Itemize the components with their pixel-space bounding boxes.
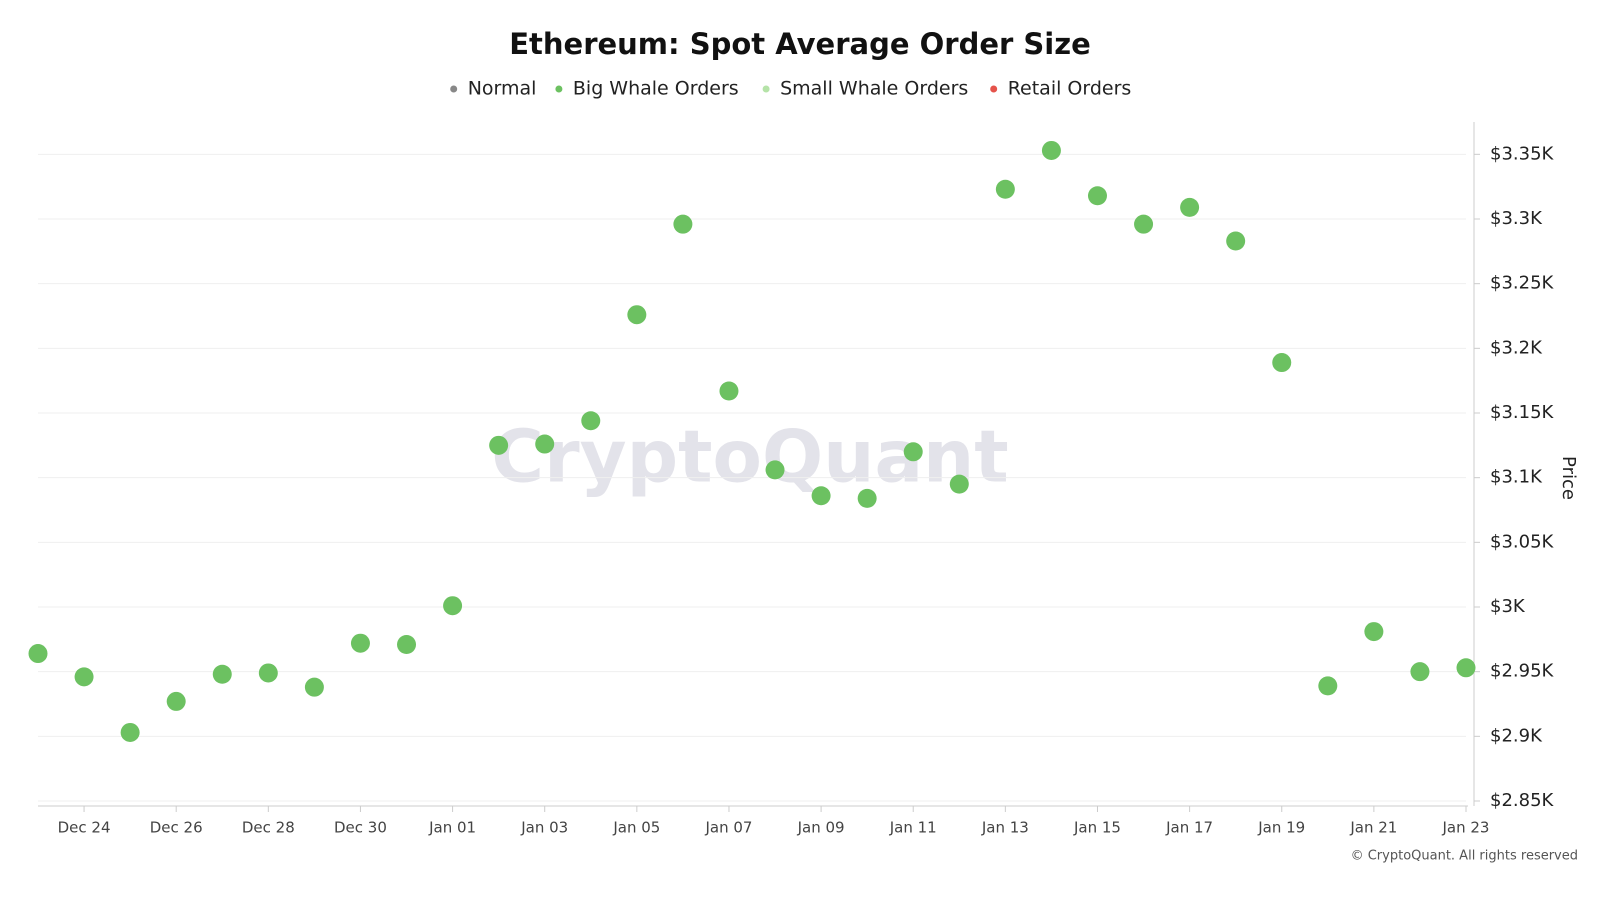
y-tick-label: $2.95K xyxy=(1490,661,1555,682)
y-tick-label: $3.3K xyxy=(1490,208,1543,229)
point xyxy=(74,667,94,687)
point xyxy=(1087,186,1107,206)
watermark: CryptoQuant xyxy=(491,415,1008,499)
point xyxy=(1180,197,1200,217)
y-tick-label: $3.1K xyxy=(1490,467,1543,488)
x-tick-label: Dec 26 xyxy=(150,819,203,837)
x-tick-label: Jan 07 xyxy=(704,819,752,837)
x-tick-label: Jan 11 xyxy=(889,819,937,837)
point xyxy=(1456,658,1476,678)
y-tick-label: $2.9K xyxy=(1490,725,1543,746)
point xyxy=(857,488,877,508)
point xyxy=(811,486,831,506)
x-tick-label: Jan 05 xyxy=(612,819,660,837)
point xyxy=(535,434,555,454)
legend-marker xyxy=(990,85,998,93)
point xyxy=(673,214,693,234)
x-tick-label: Jan 01 xyxy=(428,819,476,837)
point xyxy=(28,644,48,664)
point xyxy=(949,474,969,494)
y-tick-label: $3.25K xyxy=(1490,273,1555,294)
y-tick-label: $3.2K xyxy=(1490,337,1543,358)
point xyxy=(304,677,324,697)
chart-title: Ethereum: Spot Average Order Size xyxy=(509,27,1091,61)
point xyxy=(903,442,923,462)
x-tick-label: Dec 30 xyxy=(334,819,387,837)
point xyxy=(719,381,739,401)
x-tick-label: Jan 19 xyxy=(1257,819,1305,837)
x-tick-label: Jan 13 xyxy=(981,819,1029,837)
point xyxy=(1272,353,1292,373)
legend-marker xyxy=(762,85,770,93)
point xyxy=(443,596,463,616)
legend-label: Big Whale Orders xyxy=(573,78,739,100)
y-tick-label: $3K xyxy=(1490,596,1526,617)
point xyxy=(1226,231,1246,251)
legend-label: Small Whale Orders xyxy=(780,78,968,100)
x-tick-label: Jan 21 xyxy=(1349,819,1397,837)
point xyxy=(258,663,278,683)
point xyxy=(1134,214,1154,234)
point xyxy=(212,664,232,684)
legend-label: Normal xyxy=(468,78,537,100)
point xyxy=(1364,622,1384,642)
legend-marker xyxy=(450,85,458,93)
x-tick-label: Jan 15 xyxy=(1073,819,1121,837)
legend-marker xyxy=(555,85,563,93)
x-tick-label: Jan 03 xyxy=(520,819,568,837)
point xyxy=(489,435,509,455)
x-tick-label: Dec 24 xyxy=(58,819,111,837)
point xyxy=(120,722,140,742)
y-axis-label: Price xyxy=(1558,456,1579,500)
x-tick-label: Jan 23 xyxy=(1442,819,1490,837)
point xyxy=(166,691,186,711)
point xyxy=(397,635,417,655)
x-tick-label: Dec 28 xyxy=(242,819,295,837)
x-tick-label: Jan 09 xyxy=(797,819,845,837)
y-tick-label: $3.35K xyxy=(1490,143,1555,164)
point xyxy=(1410,662,1430,682)
point xyxy=(765,460,785,480)
point xyxy=(1041,140,1061,160)
footer: © CryptoQuant. All rights reserved xyxy=(1351,849,1578,864)
point xyxy=(350,633,370,653)
y-tick-label: $3.05K xyxy=(1490,531,1555,552)
y-tick-label: $2.85K xyxy=(1490,790,1555,811)
x-tick-label: Jan 17 xyxy=(1165,819,1213,837)
point xyxy=(581,411,601,431)
point xyxy=(1318,676,1338,696)
point xyxy=(627,305,647,325)
y-tick-label: $3.15K xyxy=(1490,402,1555,423)
legend-label: Retail Orders xyxy=(1008,78,1132,100)
point xyxy=(995,179,1015,199)
